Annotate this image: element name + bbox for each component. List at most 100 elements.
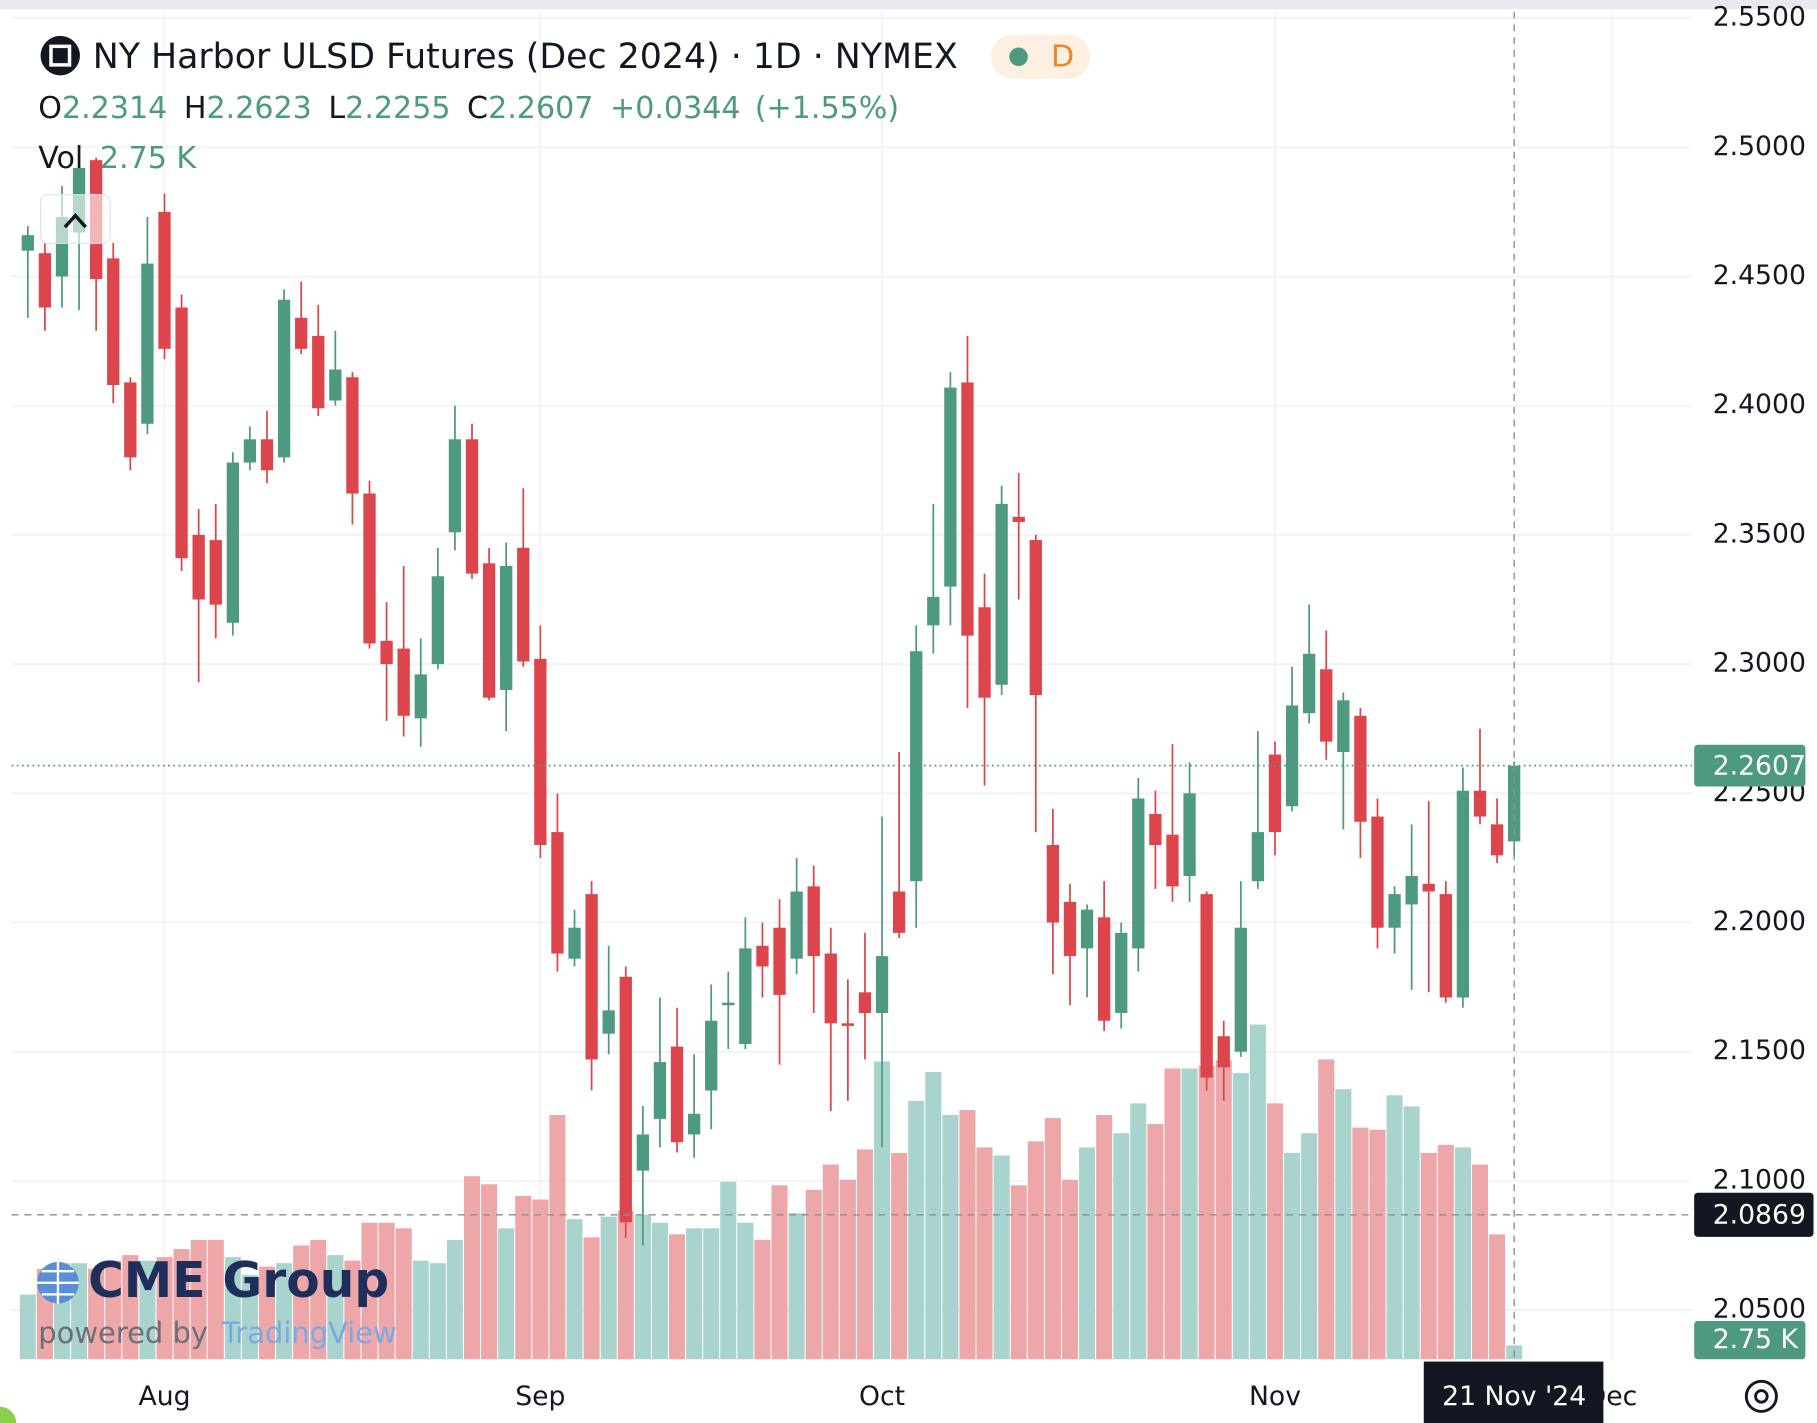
- symbol-icon-mark: [49, 44, 72, 67]
- volume-bar: [122, 1255, 139, 1360]
- status-badge: [990, 34, 1091, 79]
- candle-body: [824, 953, 837, 1024]
- candle-body: [209, 540, 222, 605]
- volume-bar: [1181, 1068, 1198, 1360]
- volume-bar: [891, 1152, 908, 1360]
- candle-body: [1097, 917, 1111, 1021]
- volume-bar: [412, 1260, 429, 1360]
- y-tick-label: 2.2000: [1713, 906, 1806, 937]
- volume-bar: [1079, 1147, 1096, 1360]
- candle-body: [1371, 816, 1384, 928]
- volume-bar: [1113, 1133, 1130, 1360]
- candle-body: [277, 299, 291, 458]
- volume-bar: [600, 1216, 617, 1360]
- candle-body: [1473, 790, 1487, 817]
- ohlc-key: L: [328, 90, 345, 125]
- volume-bar: [446, 1239, 463, 1360]
- volume-bar: [1386, 1095, 1403, 1360]
- candle-body: [1268, 754, 1282, 833]
- volume-bar: [173, 1249, 190, 1360]
- volume-bar: [156, 1257, 173, 1360]
- volume-bar: [19, 1294, 36, 1360]
- ohlc-row: O2.2314 H2.2623 L2.2255 C2.2607 +0.0344 …: [38, 90, 899, 125]
- volume-bar: [310, 1239, 327, 1360]
- volume-bar: [549, 1115, 566, 1360]
- candle-body: [944, 387, 957, 587]
- volume-bar: [839, 1179, 856, 1360]
- volume-bar: [669, 1234, 686, 1360]
- candle-body: [414, 674, 427, 719]
- candle-body: [739, 948, 752, 1044]
- candle-body: [927, 596, 940, 626]
- candle-body: [397, 648, 410, 716]
- candle-body: [141, 263, 154, 424]
- volume-bar: [805, 1189, 822, 1360]
- volume-bar: [361, 1222, 378, 1360]
- candle-body: [1405, 876, 1418, 905]
- candle-body: [1115, 932, 1128, 1013]
- candle-body: [21, 235, 34, 251]
- volume-bar: [908, 1100, 925, 1360]
- candle-body: [1303, 653, 1316, 714]
- crosshair-price-badge: [1694, 1192, 1814, 1237]
- overlay: NY Harbor ULSD Futures (Dec 2024) · 1D ·…: [0, 34, 1778, 1423]
- volume-bar: [925, 1072, 942, 1360]
- volume-bar: [276, 1263, 293, 1360]
- settings-icon[interactable]: [1744, 1379, 1778, 1413]
- collapse-icon: [63, 212, 88, 229]
- volume-bar: [224, 1257, 241, 1360]
- candle-body: [312, 335, 325, 409]
- y-tick-label: 2.3000: [1713, 648, 1806, 679]
- volume-bar: [241, 1274, 258, 1360]
- volume-bar: [88, 1268, 105, 1360]
- candle-body: [448, 439, 462, 533]
- crosshair-date-label: 21 Nov '24: [1442, 1381, 1586, 1412]
- badge-label: D: [1051, 39, 1074, 74]
- candle-body: [790, 891, 803, 959]
- candle-body: [1285, 705, 1299, 807]
- volume-bar: [583, 1237, 600, 1360]
- candle-body: [534, 658, 547, 846]
- volume-bar: [1232, 1073, 1249, 1360]
- volume-bar: [1044, 1118, 1061, 1360]
- candle-body: [380, 640, 393, 665]
- ohlc-key: H: [184, 90, 207, 125]
- volume-bar: [1096, 1115, 1113, 1360]
- candle-body: [619, 976, 632, 1223]
- volume-bar: [463, 1176, 481, 1360]
- volume-bar: [515, 1195, 532, 1360]
- ohlc-value: 2.2623: [206, 90, 311, 125]
- volume-value: 2.75 K: [100, 140, 198, 175]
- volume-key: Vol: [38, 140, 83, 175]
- volume-bar: [1027, 1141, 1044, 1360]
- volume-bar: [327, 1255, 344, 1360]
- volume-bar: [207, 1239, 224, 1360]
- candle-body: [1217, 1036, 1230, 1068]
- volume-bar: [1266, 1103, 1284, 1360]
- last-price-badge: [1694, 744, 1806, 787]
- volume-bar: [1198, 1065, 1215, 1360]
- candle-body: [1080, 909, 1094, 949]
- candle-body: [175, 307, 188, 559]
- collapse-button[interactable]: [39, 194, 111, 244]
- volume-bar: [105, 1260, 122, 1360]
- last-price-label: 2.2607: [1713, 750, 1806, 781]
- candle-body: [295, 317, 308, 349]
- volume-bar: [1335, 1089, 1352, 1360]
- y-tick-label: 2.1000: [1713, 1164, 1806, 1195]
- volume-bar: [344, 1260, 361, 1360]
- ohlc-key: O: [38, 90, 62, 125]
- candle-body: [1456, 790, 1470, 998]
- volume-bar: [634, 1214, 651, 1360]
- candle-body: [158, 211, 171, 349]
- y-tick-label: 2.1500: [1713, 1035, 1806, 1066]
- change-percent: (+1.55%): [755, 90, 899, 125]
- candle-body: [1354, 715, 1367, 822]
- candle-body: [1183, 793, 1196, 877]
- candle-body: [1251, 832, 1265, 882]
- ohlc-value: 2.2255: [345, 90, 450, 125]
- volume-bar: [498, 1228, 515, 1360]
- volume-bar: [874, 1061, 891, 1360]
- candle-body: [346, 377, 359, 494]
